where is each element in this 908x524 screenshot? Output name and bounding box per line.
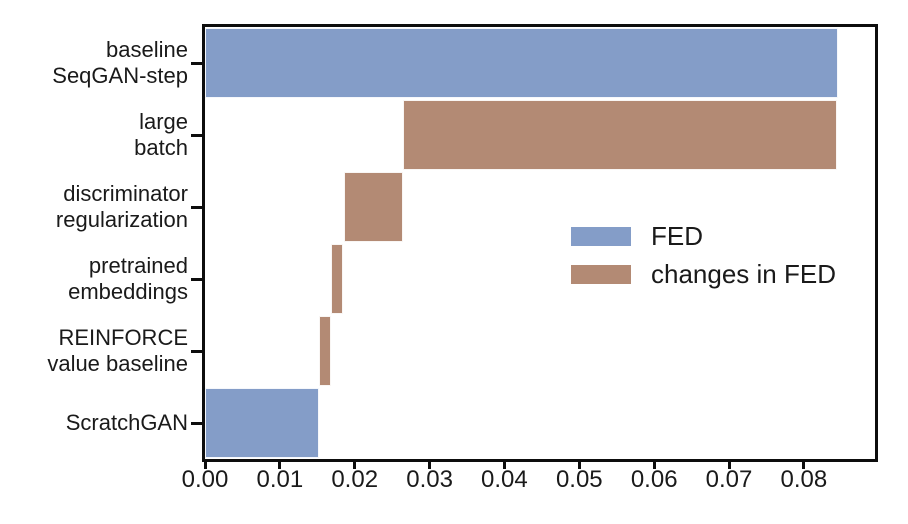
bar-reinforce-value-baseline <box>318 316 331 386</box>
bar-large-batch <box>402 100 838 170</box>
y-tick-label-line: baseline <box>106 37 188 62</box>
y-tick-label-discriminator-regularization: discriminator regularization <box>0 177 188 237</box>
y-tick-label-baseline-seqgan-step: baseline SeqGAN-step <box>0 33 188 93</box>
x-tick-label-0.03: 0.03 <box>406 466 453 493</box>
x-tick-label-0.07: 0.07 <box>705 466 753 493</box>
x-tick-label-0.05: 0.05 <box>555 466 603 493</box>
y-tick-label-line: discriminator <box>63 181 188 206</box>
x-tick-mark <box>577 462 581 469</box>
bars-layer <box>205 27 875 459</box>
y-tick-mark <box>191 421 202 425</box>
x-tick-mark <box>502 462 506 469</box>
legend-entry-fed: FED <box>571 223 836 249</box>
y-tick-mark <box>191 205 202 209</box>
y-tick-mark <box>191 277 202 281</box>
x-tick-label-0.06: 0.06 <box>630 466 678 493</box>
legend-entry-changes-in-fed: changes in FED <box>571 261 836 287</box>
bar-baseline-seqgan-step <box>205 28 838 98</box>
bar-scratchgan <box>205 388 319 458</box>
legend-swatch-changes-in-fed-icon <box>571 264 631 284</box>
y-tick-label-line: regularization <box>55 207 188 232</box>
y-tick-label-line: embeddings <box>68 279 188 304</box>
x-tick-mark <box>203 462 207 469</box>
bar-discriminator-regularization <box>343 172 403 242</box>
y-tick-label-line: value baseline <box>47 351 188 376</box>
y-tick-mark <box>191 349 202 353</box>
x-tick-mark <box>802 462 806 469</box>
x-tick-mark <box>727 462 731 469</box>
y-tick-label-line: ScratchGAN <box>65 410 188 435</box>
x-tick-label-0.08: 0.08 <box>780 466 828 493</box>
y-tick-label-line: batch <box>134 135 188 160</box>
y-tick-label-large-batch: large batch <box>0 105 188 165</box>
x-tick-label-0.00: 0.00 <box>181 466 229 493</box>
y-tick-label-line: REINFORCE <box>58 325 188 350</box>
x-tick-label-0.01: 0.01 <box>256 466 304 493</box>
legend-label-changes-in-fed: changes in FED <box>651 259 836 289</box>
y-tick-label-line: pretrained <box>88 253 188 278</box>
y-tick-label-line: SeqGAN-step <box>52 63 188 88</box>
x-tick-mark <box>353 462 357 469</box>
y-tick-mark <box>191 133 202 137</box>
y-tick-label-line: large <box>139 109 188 134</box>
chart-legend: FED changes in FED <box>571 223 836 287</box>
plot-area: FED changes in FED <box>202 24 878 462</box>
y-tick-mark <box>191 61 202 65</box>
legend-label-fed: FED <box>651 221 703 251</box>
x-tick-mark <box>278 462 282 469</box>
y-tick-label-reinforce-value-baseline: REINFORCE value baseline <box>0 321 188 381</box>
x-tick-mark <box>428 462 432 469</box>
x-tick-mark <box>652 462 656 469</box>
x-tick-label-0.02: 0.02 <box>331 466 379 493</box>
y-tick-label-scratchgan: ScratchGAN <box>0 393 188 453</box>
y-tick-label-pretrained-embeddings: pretrained embeddings <box>0 249 188 309</box>
bar-pretrained-embeddings <box>330 244 344 314</box>
x-tick-label-0.04: 0.04 <box>481 466 528 493</box>
legend-swatch-fed-icon <box>571 226 631 246</box>
